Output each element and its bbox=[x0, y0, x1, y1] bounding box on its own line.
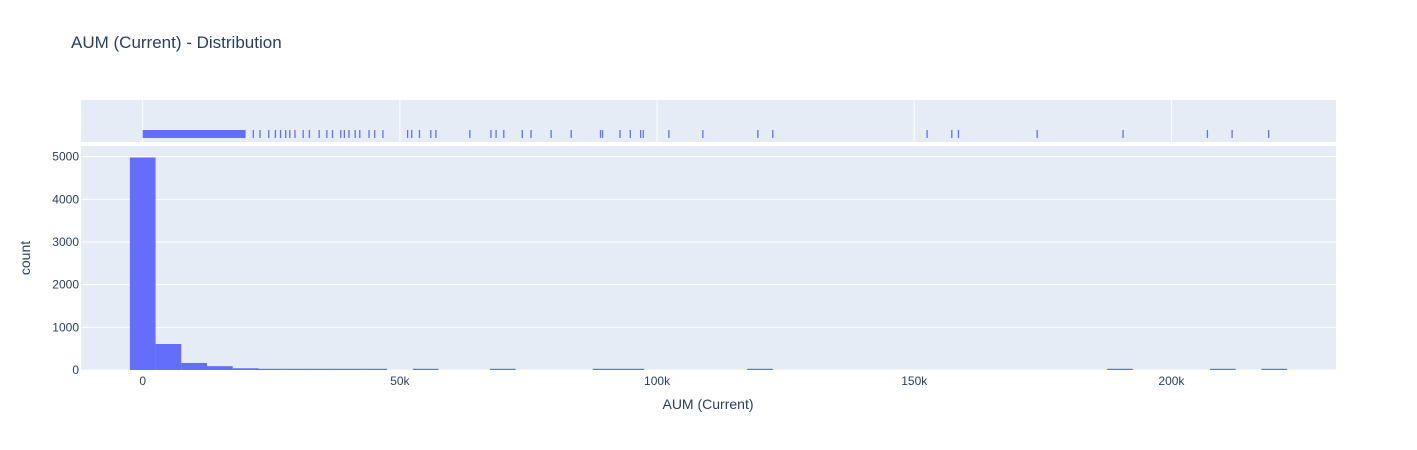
y-tick-label: 5000 bbox=[52, 150, 79, 164]
histogram-bar bbox=[335, 368, 362, 370]
x-axis-ticks: 0 50k 100k 150k 200k bbox=[139, 374, 1185, 388]
histogram-bar bbox=[592, 368, 619, 370]
rug-dense-band bbox=[142, 130, 246, 138]
histogram-bar bbox=[412, 368, 439, 370]
x-tick-label: 200k bbox=[1158, 374, 1185, 388]
histogram-bars bbox=[129, 157, 1288, 370]
histogram-bar bbox=[747, 368, 773, 370]
rug-marks bbox=[142, 130, 1270, 138]
y-tick-label: 4000 bbox=[52, 192, 79, 206]
histogram-plot-background bbox=[81, 146, 1336, 370]
x-tick-label: 150k bbox=[901, 374, 928, 388]
histogram-bar bbox=[1261, 368, 1288, 370]
histogram-bar bbox=[207, 366, 233, 370]
y-axis-title: count bbox=[17, 241, 33, 275]
y-tick-label: 1000 bbox=[52, 320, 79, 334]
x-axis-title: AUM (Current) bbox=[662, 396, 753, 412]
histogram-bar bbox=[309, 368, 336, 370]
y-axis-ticks: 0 1000 2000 3000 4000 5000 bbox=[52, 150, 79, 377]
y-tick-label: 2000 bbox=[52, 278, 79, 292]
histogram-bar bbox=[618, 368, 645, 370]
histogram-bar bbox=[1107, 368, 1133, 370]
x-tick-label: 50k bbox=[390, 374, 410, 388]
histogram-bar bbox=[232, 368, 259, 370]
histogram-bar bbox=[129, 157, 156, 370]
histogram-bar bbox=[181, 362, 208, 370]
histogram-bar bbox=[1209, 368, 1236, 370]
histogram-bar bbox=[258, 368, 285, 370]
y-tick-label: 3000 bbox=[52, 235, 79, 249]
histogram-bar bbox=[361, 368, 388, 370]
y-tick-label: 0 bbox=[72, 363, 79, 377]
x-tick-label: 100k bbox=[644, 374, 671, 388]
histogram-bar bbox=[489, 368, 516, 370]
chart-title: AUM (Current) - Distribution bbox=[71, 33, 282, 52]
x-tick-label: 0 bbox=[139, 374, 146, 388]
histogram-bar bbox=[284, 368, 310, 370]
histogram-bar bbox=[155, 343, 182, 370]
